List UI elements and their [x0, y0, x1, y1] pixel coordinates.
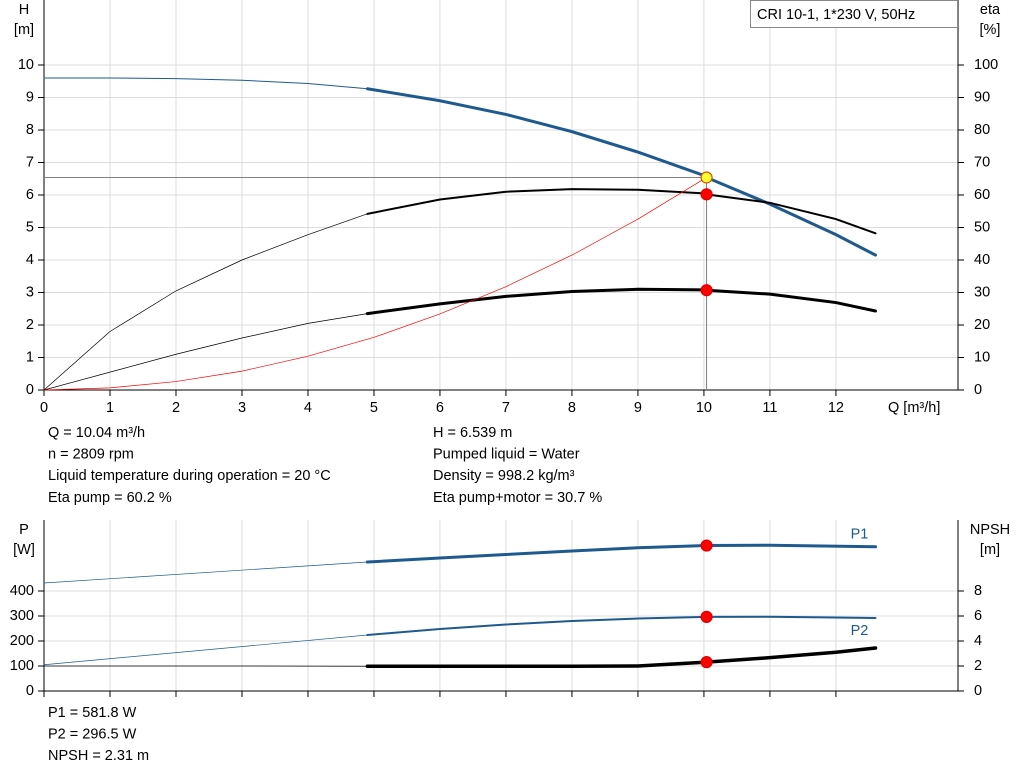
x-tick-label: 4 — [304, 400, 312, 416]
y2-axis-unit: [%] — [980, 22, 1001, 38]
y2-tick-label: 20 — [974, 317, 990, 333]
y2-axis-label: NPSH — [970, 522, 1010, 538]
series-label: P1 — [851, 527, 869, 543]
x-tick-label: 8 — [568, 400, 576, 416]
y-tick-label: 8 — [26, 122, 34, 138]
y-tick-label: 3 — [26, 284, 34, 300]
chart-title: CRI 10-1, 1*230 V, 50Hz — [757, 7, 915, 23]
y-tick-label: 0 — [26, 683, 34, 699]
x-axis-label: Q [m³/h] — [888, 400, 940, 416]
y-tick-label: 7 — [26, 154, 34, 170]
operating-point — [700, 171, 713, 184]
y-tick-label: 400 — [10, 583, 34, 599]
info-text: Pumped liquid = Water — [433, 447, 580, 463]
y2-tick-label: 70 — [974, 154, 990, 170]
y-tick-label: 5 — [26, 219, 34, 235]
y-axis-label: P — [19, 522, 29, 538]
y-tick-label: 1 — [26, 349, 34, 365]
y2-axis-label: eta — [980, 2, 1001, 18]
x-tick-label: 0 — [40, 400, 48, 416]
info-text: Liquid temperature during operation = 20… — [48, 468, 331, 484]
series-label: P2 — [851, 623, 869, 639]
curve — [43, 561, 368, 584]
y-axis-unit: [m] — [14, 22, 34, 38]
y2-tick-label: 40 — [974, 252, 990, 268]
y-axis-unit: [W] — [13, 542, 35, 558]
x-tick-label: 9 — [634, 400, 642, 416]
info-text: n = 2809 rpm — [48, 447, 134, 463]
operating-point — [700, 656, 713, 669]
x-tick-label: 10 — [696, 400, 712, 416]
x-tick-label: 6 — [436, 400, 444, 416]
y-tick-label: 4 — [26, 252, 34, 268]
y2-tick-label: 60 — [974, 187, 990, 203]
info-text: Density = 998.2 kg/m³ — [433, 468, 575, 484]
y2-tick-label: 10 — [974, 349, 990, 365]
info-text: Eta pump+motor = 30.7 % — [433, 490, 602, 506]
info-text: Q = 10.04 m³/h — [48, 425, 145, 441]
info-text: P2 = 296.5 W — [48, 727, 137, 743]
y2-tick-label: 80 — [974, 122, 990, 138]
y2-tick-label: 4 — [974, 633, 982, 649]
curve — [365, 543, 878, 564]
y-tick-label: 9 — [26, 89, 34, 105]
y-tick-label: 2 — [26, 317, 34, 333]
operating-point — [700, 539, 713, 552]
info-text: H = 6.539 m — [433, 425, 512, 441]
x-tick-label: 11 — [762, 400, 777, 416]
info-text: NPSH = 2.31 m — [48, 748, 149, 764]
operating-point — [700, 610, 713, 623]
operating-point — [700, 188, 713, 201]
y2-tick-label: 90 — [974, 89, 990, 105]
curve — [43, 313, 368, 391]
y-tick-label: 6 — [26, 187, 34, 203]
x-tick-label: 12 — [828, 400, 844, 416]
y-axis-label: H — [19, 2, 29, 18]
curve — [365, 87, 878, 257]
y-tick-label: 300 — [10, 608, 34, 624]
curve — [43, 213, 368, 391]
y2-tick-label: 0 — [974, 382, 982, 398]
title-box — [750, 0, 958, 28]
y-tick-label: 200 — [10, 633, 34, 649]
curve — [365, 646, 878, 668]
x-tick-label: 2 — [172, 400, 180, 416]
y2-tick-label: 8 — [974, 583, 982, 599]
curve — [366, 188, 877, 235]
y-tick-label: 0 — [26, 382, 34, 398]
y-tick-label: 10 — [18, 57, 34, 73]
x-tick-label: 7 — [502, 400, 510, 416]
curve — [43, 177, 707, 391]
x-tick-label: 3 — [238, 400, 246, 416]
y2-tick-label: 50 — [974, 219, 990, 235]
info-text: Eta pump = 60.2 % — [48, 490, 172, 506]
info-text: P1 = 581.8 W — [48, 705, 137, 721]
curve — [366, 615, 877, 636]
operating-point — [700, 284, 713, 297]
y2-tick-label: 100 — [974, 57, 998, 73]
y2-axis-unit: [m] — [980, 542, 1000, 558]
y2-tick-label: 6 — [974, 608, 982, 624]
y-tick-label: 100 — [10, 658, 34, 674]
y2-tick-label: 0 — [974, 683, 982, 699]
x-tick-label: 1 — [106, 400, 114, 416]
x-tick-label: 5 — [370, 400, 378, 416]
curve — [43, 77, 368, 90]
y2-tick-label: 30 — [974, 284, 990, 300]
curve — [43, 634, 368, 666]
y2-tick-label: 2 — [974, 658, 982, 674]
